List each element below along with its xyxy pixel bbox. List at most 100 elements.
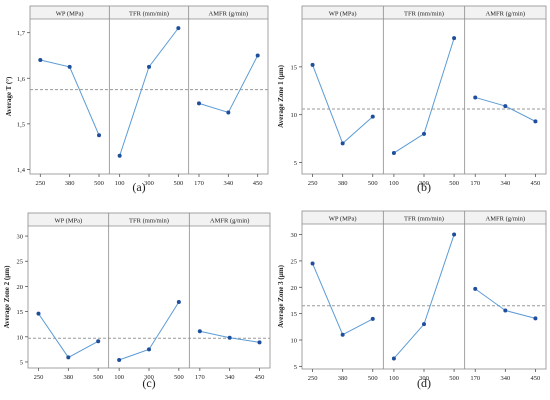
factor-header: TFR (mm/min) — [129, 218, 169, 225]
series-line — [312, 64, 374, 145]
data-point — [533, 119, 538, 124]
factor-header: TFR (mm/min) — [129, 11, 169, 18]
factor-header: WP (MPa) — [56, 11, 84, 18]
x-tick-label: 500 — [449, 375, 459, 382]
data-point — [197, 329, 202, 334]
series-line — [119, 27, 179, 156]
panel-header-strip — [302, 6, 546, 19]
data-point — [196, 101, 201, 106]
x-tick-label: 500 — [449, 180, 459, 187]
x-tick-label: 500 — [368, 180, 378, 187]
data-point — [473, 95, 478, 100]
data-point — [226, 110, 231, 115]
data-point — [391, 356, 396, 361]
y-tick-label: 1,7 — [17, 30, 26, 37]
data-point — [255, 53, 260, 58]
x-tick-label: 380 — [63, 374, 73, 381]
y-tick-label: 20 — [17, 284, 24, 291]
y-axis-label: Average Zone 1 (µm) — [277, 64, 285, 127]
factor-header: WP (MPa) — [329, 11, 357, 18]
data-point — [340, 141, 345, 146]
y-tick-label: 15 — [291, 311, 298, 318]
y-tick-label: 1,5 — [17, 121, 25, 128]
data-point — [147, 347, 151, 352]
y-tick-label: 10 — [291, 338, 298, 345]
data-point — [117, 357, 122, 362]
data-point — [473, 286, 478, 291]
x-tick-label: 380 — [65, 180, 75, 187]
data-point — [147, 64, 151, 69]
factor-header: AMFR (g/min) — [210, 218, 250, 225]
series-line — [474, 288, 536, 319]
factor-header: TFR (mm/min) — [404, 216, 444, 223]
x-tick-label: 340 — [500, 180, 510, 187]
panel-label: (a) — [132, 180, 145, 194]
data-point — [67, 64, 72, 69]
y-tick-label: 25 — [17, 259, 24, 266]
y-tick-label: 15 — [291, 64, 298, 71]
factor-header: AMFR (g/min) — [486, 216, 526, 223]
data-point — [66, 355, 71, 360]
x-tick-label: 300 — [419, 375, 429, 382]
y-axis-label: Average Zone 2 (µm) — [3, 265, 11, 328]
x-tick-label: 340 — [225, 374, 235, 381]
x-tick-label: 500 — [173, 180, 183, 187]
y-tick-label: 5 — [294, 364, 297, 371]
panel-label: (d) — [417, 376, 431, 390]
x-tick-label: 170 — [470, 375, 480, 382]
x-tick-label: 450 — [255, 374, 265, 381]
data-point — [36, 311, 41, 316]
data-point — [370, 316, 375, 321]
x-tick-label: 300 — [144, 180, 154, 187]
factor-header: AMFR (g/min) — [486, 11, 526, 18]
x-tick-label: 300 — [419, 180, 429, 187]
x-tick-label: 300 — [144, 374, 154, 381]
x-tick-label: 500 — [94, 180, 104, 187]
data-point — [310, 261, 315, 266]
data-point — [533, 316, 538, 321]
x-tick-label: 500 — [93, 374, 103, 381]
data-point — [503, 104, 508, 109]
y-tick-label: 15 — [17, 309, 24, 316]
y-tick-label: 1,4 — [17, 167, 26, 174]
x-tick-label: 100 — [389, 180, 399, 187]
x-tick-label: 250 — [308, 180, 318, 187]
x-tick-label: 100 — [389, 375, 399, 382]
series-line — [393, 234, 455, 359]
data-point — [38, 58, 43, 63]
chart-panel-4: 5 10 15 20 25 30 Average Zone 3 (µm) WP (MPa) 25… — [277, 210, 547, 390]
x-tick-label: 100 — [115, 180, 125, 187]
factor-header: AMFR (g/min) — [209, 11, 249, 18]
x-tick-label: 500 — [174, 374, 184, 381]
factor-header: WP (MPa) — [329, 216, 357, 223]
series-line — [38, 313, 99, 359]
chart-panel-1: 1,4 1,5 1,6 1,7 Average T (°) WP (MPa) 250 380 5… — [5, 5, 269, 194]
data-point — [310, 62, 315, 67]
x-tick-label: 100 — [114, 374, 124, 381]
x-tick-label: 250 — [308, 375, 318, 382]
data-point — [176, 300, 181, 305]
x-tick-label: 340 — [500, 375, 510, 382]
x-tick-label: 250 — [34, 374, 44, 381]
data-point — [391, 150, 396, 155]
y-tick-label: 1,6 — [17, 76, 26, 83]
x-tick-label: 340 — [223, 180, 233, 187]
data-point — [452, 36, 457, 41]
y-tick-label: 20 — [291, 285, 298, 292]
y-axis-label: Average Zone 3 (µm) — [277, 264, 285, 327]
y-tick-label: 10 — [17, 334, 24, 341]
x-tick-label: 450 — [531, 375, 541, 382]
y-tick-label: 10 — [291, 112, 298, 119]
y-tick-label: 30 — [17, 234, 24, 241]
panel-frame — [301, 210, 547, 370]
panel-frame — [301, 5, 547, 175]
factor-header: TFR (mm/min) — [404, 11, 444, 18]
x-tick-label: 380 — [338, 375, 348, 382]
data-point — [117, 153, 122, 158]
data-point — [96, 339, 101, 344]
data-point — [257, 340, 262, 345]
x-tick-label: 450 — [531, 180, 541, 187]
y-tick-label: 30 — [291, 232, 298, 239]
x-tick-label: 450 — [253, 180, 263, 187]
